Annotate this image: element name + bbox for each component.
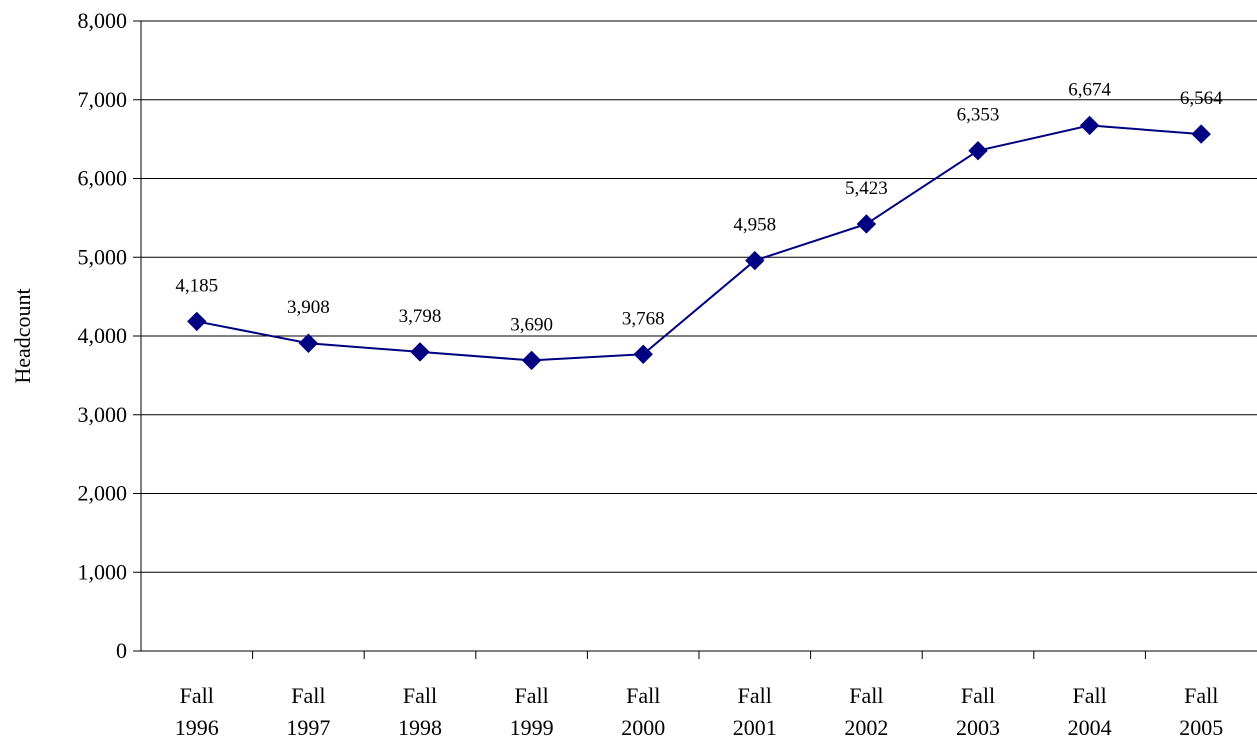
x-tick-label: Fall 1997: [286, 683, 330, 740]
data-label: 3,908: [287, 297, 330, 318]
y-tick-label: 2,000: [78, 481, 128, 506]
data-point: [745, 250, 765, 271]
data-label: 6,564: [1180, 88, 1223, 109]
x-tick-label: Fall 1998: [398, 683, 442, 740]
x-tick-label: Fall 2001: [733, 683, 777, 740]
data-label: 3,768: [622, 308, 665, 329]
y-tick-label: 0: [116, 638, 127, 663]
x-tick-label: Fall 2004: [1068, 683, 1112, 740]
data-label: 6,353: [957, 105, 1000, 126]
x-tick-label: Fall 1996: [175, 683, 219, 740]
y-tick-label: 6,000: [78, 166, 128, 191]
y-tick-label: 7,000: [78, 87, 128, 112]
y-tick-label: 5,000: [78, 244, 128, 269]
y-tick-label: 3,000: [78, 402, 128, 427]
grid-lines: [141, 20, 1257, 573]
x-tick-label: Fall 2005: [1179, 683, 1223, 740]
x-tick-labels: Fall 1996 Fall 1997 Fall 1998 Fall 1999 Fall 2000…: [175, 683, 1223, 740]
data-point: [187, 311, 207, 332]
x-tick-label: Fall 2003: [956, 683, 1000, 740]
axes: [133, 20, 1257, 659]
data-point: [1191, 124, 1211, 144]
y-tick-label: 8,000: [78, 8, 128, 33]
data-point: [298, 333, 319, 353]
data-point: [1079, 115, 1100, 136]
data-labels: 4,185 3,908 3,798 3,690 3,768 4,958 5,423 6,353…: [175, 79, 1223, 335]
y-tick-labels: 0 1,000 2,000 3,000 4,000 5,000 6,000 7,000 8,00…: [78, 8, 128, 663]
data-label: 6,674: [1068, 79, 1111, 100]
data-label: 3,690: [510, 314, 553, 335]
data-point: [856, 214, 877, 234]
data-point: [521, 350, 542, 371]
series-line: [196, 124, 1202, 362]
x-tick-label: Fall 2002: [844, 683, 888, 740]
data-label: 5,423: [845, 178, 888, 199]
series-headcount: [187, 115, 1211, 371]
data-label: 3,798: [399, 306, 442, 327]
x-tick-label: Fall 1999: [510, 683, 554, 740]
x-tick-label: Fall 2000: [621, 683, 665, 740]
y-axis-title: Headcount: [10, 288, 35, 383]
data-point: [410, 342, 430, 362]
data-point: [633, 344, 653, 364]
data-label: 4,958: [733, 215, 776, 236]
y-tick-label: 1,000: [78, 559, 128, 584]
data-label: 4,185: [175, 275, 218, 296]
y-tick-label: 4,000: [78, 323, 128, 348]
data-point: [968, 140, 988, 161]
